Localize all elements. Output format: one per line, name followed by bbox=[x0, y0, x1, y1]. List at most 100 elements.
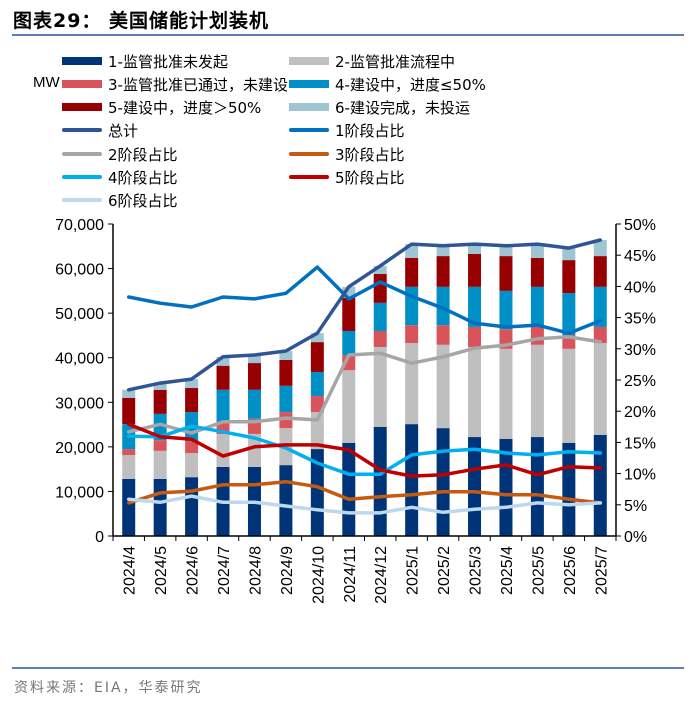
bar-segment-6 bbox=[185, 379, 199, 389]
bar-segment-4 bbox=[562, 293, 576, 335]
legend-swatch bbox=[289, 128, 329, 132]
legend-label: 1-监管批准未发起 bbox=[108, 52, 228, 71]
y-tick-label: 40,000 bbox=[55, 351, 104, 368]
bar-segment-6 bbox=[468, 244, 482, 254]
y2-tick-label: 5% bbox=[624, 498, 647, 515]
legend-swatch bbox=[289, 57, 329, 65]
legend-swatch bbox=[289, 103, 329, 111]
bar-segment-5 bbox=[499, 256, 513, 291]
y-tick-label: 50,000 bbox=[55, 306, 104, 323]
bar-segment-1 bbox=[310, 449, 324, 536]
y2-tick-label: 20% bbox=[624, 404, 656, 421]
x-tick-label: 2024/11 bbox=[342, 546, 359, 603]
bar-segment-4 bbox=[468, 286, 482, 327]
y2-tick-label: 35% bbox=[624, 311, 656, 328]
bar-segment-3 bbox=[593, 326, 607, 344]
line-series-phase6 bbox=[126, 494, 603, 515]
bar-segment-6 bbox=[593, 240, 607, 257]
bar-segment-5 bbox=[562, 260, 576, 294]
x-tick-label: 2025/1 bbox=[405, 546, 422, 595]
legend-item: 5阶段占比 bbox=[289, 167, 405, 187]
legend-item: 6-建设完成，未投运 bbox=[289, 97, 470, 117]
legend-swatch bbox=[62, 152, 102, 156]
bar-segment-6 bbox=[216, 356, 230, 366]
bar-segment-6 bbox=[562, 248, 576, 261]
legend-label: 3阶段占比 bbox=[335, 145, 405, 164]
bar-segment-5 bbox=[247, 363, 261, 390]
bar-segment-1 bbox=[153, 478, 167, 536]
bar-segment-6 bbox=[122, 389, 136, 398]
x-tick-label: 2024/9 bbox=[279, 546, 296, 595]
bar-segment-2 bbox=[342, 370, 356, 443]
bar-segment-4 bbox=[593, 286, 607, 327]
legend-label: 4-建设中，进度≤50% bbox=[335, 75, 486, 94]
legend-item: 总计 bbox=[62, 120, 138, 140]
bar-segment-6 bbox=[153, 383, 167, 390]
bar-segment-6 bbox=[436, 245, 450, 257]
line-series-phase1 bbox=[126, 265, 603, 335]
bar-segment-1 bbox=[436, 428, 450, 536]
bar-segment-6 bbox=[373, 265, 387, 274]
y2-tick-label: 40% bbox=[624, 279, 656, 296]
bar-segment-5 bbox=[279, 359, 293, 386]
legend-item: 3-监管批准已通过，未建设 bbox=[62, 74, 288, 94]
bar-segment-2 bbox=[530, 344, 544, 438]
x-tick-label: 2025/5 bbox=[530, 546, 547, 595]
bar-segment-5 bbox=[185, 388, 199, 413]
y-tick-label: 30,000 bbox=[55, 395, 104, 412]
line-series-phase3 bbox=[126, 479, 603, 505]
legend-swatch bbox=[62, 175, 102, 179]
bar-segment-4 bbox=[436, 286, 450, 326]
bar-segment-2 bbox=[468, 347, 482, 438]
legend-label: 3-监管批准已通过，未建设 bbox=[108, 75, 288, 94]
legend-label: 5阶段占比 bbox=[335, 168, 405, 187]
x-tick-label: 2024/5 bbox=[153, 546, 170, 595]
bar-segment-1 bbox=[122, 478, 136, 536]
y2-tick-label: 30% bbox=[624, 342, 656, 359]
bar-segment-1 bbox=[593, 434, 607, 536]
legend-label: 2阶段占比 bbox=[108, 145, 178, 164]
bar-segment-2 bbox=[153, 450, 167, 479]
bar-segment-6 bbox=[342, 286, 356, 298]
bar-segment-2 bbox=[373, 347, 387, 427]
line-series-total bbox=[126, 238, 603, 392]
title-divider bbox=[12, 34, 684, 36]
bar-segment-6 bbox=[499, 245, 513, 257]
x-tick-label: 2024/7 bbox=[216, 546, 233, 595]
bar-segment-1 bbox=[530, 437, 544, 536]
x-tick-label: 2024/12 bbox=[373, 546, 390, 604]
y2-tick-label: 0% bbox=[624, 529, 647, 546]
bar-segment-2 bbox=[216, 433, 230, 467]
legend-item: 2阶段占比 bbox=[62, 144, 178, 164]
legend-swatch bbox=[62, 57, 102, 65]
bar-segment-5 bbox=[342, 297, 356, 331]
source-divider bbox=[12, 667, 684, 669]
legend-swatch bbox=[62, 103, 102, 111]
legend-label: 5-建设中，进度＞50% bbox=[108, 98, 262, 117]
bar-segment-3 bbox=[530, 326, 544, 345]
x-tick-label: 2024/10 bbox=[310, 546, 327, 604]
bar-segment-1 bbox=[373, 426, 387, 536]
y-tick-label: 60,000 bbox=[55, 262, 104, 279]
legend-item: 2-监管批准流程中 bbox=[289, 51, 455, 71]
y2-tick-label: 15% bbox=[624, 435, 656, 452]
bar-segment-4 bbox=[310, 371, 324, 397]
bar-segment-5 bbox=[530, 257, 544, 287]
y-axis-unit-label: MW bbox=[33, 74, 60, 91]
legend-label: 1阶段占比 bbox=[335, 121, 405, 140]
y2-tick-label: 25% bbox=[624, 373, 656, 390]
bar-segment-3 bbox=[279, 412, 293, 429]
bar-segment-5 bbox=[405, 257, 419, 287]
bar-segment-4 bbox=[373, 302, 387, 331]
bar-segment-2 bbox=[499, 348, 513, 439]
bar-segment-3 bbox=[310, 396, 324, 413]
legend-swatch bbox=[289, 175, 329, 179]
bar-segment-3 bbox=[373, 330, 387, 348]
legend-label: 4阶段占比 bbox=[108, 168, 178, 187]
legend-label: 总计 bbox=[108, 121, 139, 140]
line-series-phase5 bbox=[126, 422, 603, 478]
bar-segment-5 bbox=[153, 389, 167, 414]
bar-segment-2 bbox=[436, 344, 450, 429]
bar-segment-5 bbox=[122, 397, 136, 425]
